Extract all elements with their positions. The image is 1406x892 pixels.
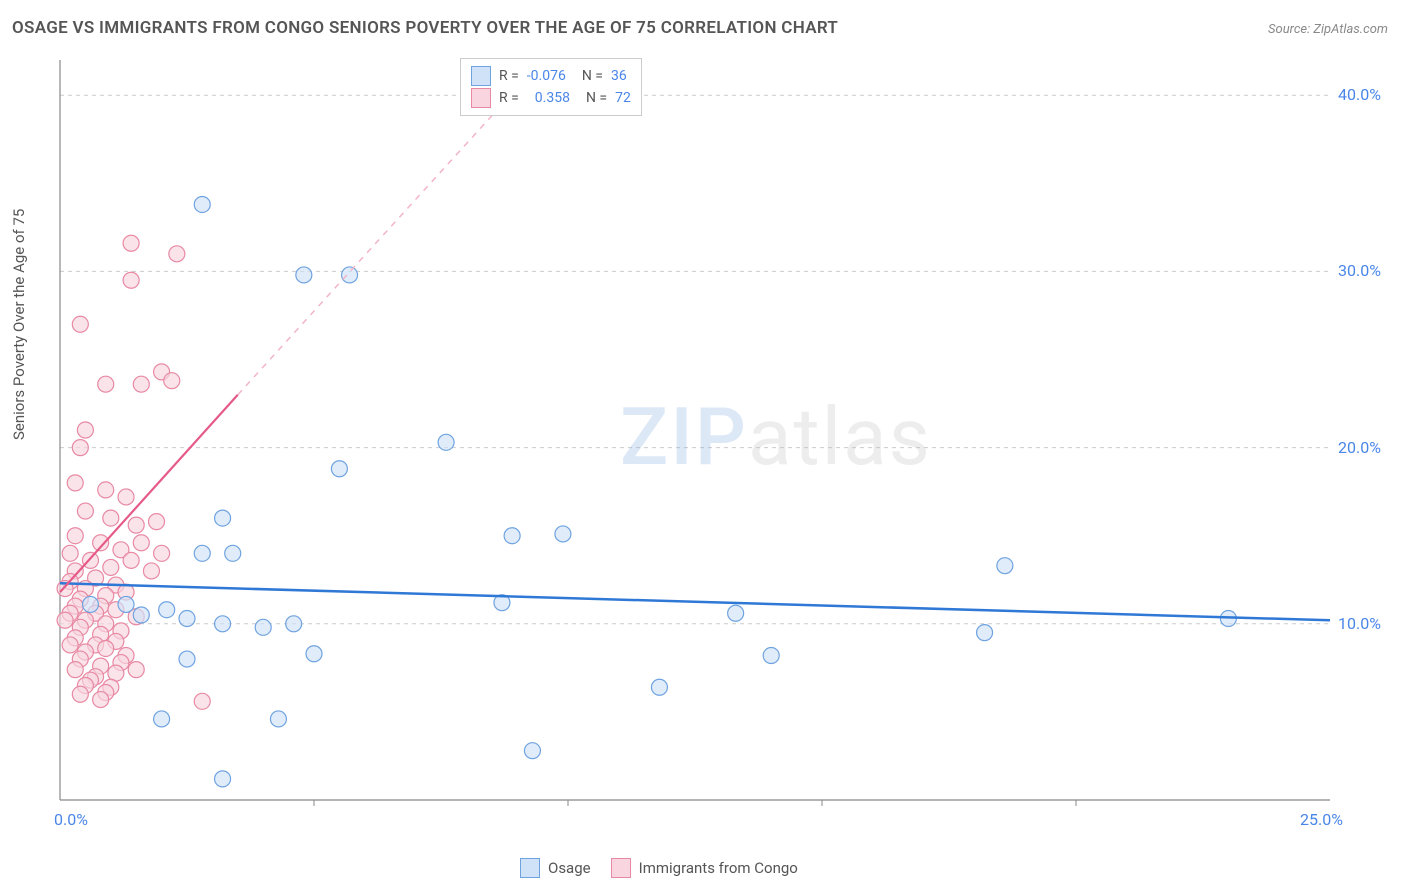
osage-swatch bbox=[471, 66, 491, 86]
x-tick-label: 25.0% bbox=[1300, 810, 1343, 829]
y-tick-label: 30.0% bbox=[1338, 261, 1381, 280]
chart-title: OSAGE VS IMMIGRANTS FROM CONGO SENIORS P… bbox=[12, 18, 838, 38]
osage-n-value: 36 bbox=[611, 65, 627, 87]
osage-r-value: -0.076 bbox=[527, 65, 566, 87]
y-tick-label: 10.0% bbox=[1338, 614, 1381, 633]
legend-label-osage: Osage bbox=[548, 859, 591, 877]
y-tick-label: 40.0% bbox=[1338, 85, 1381, 104]
source-attribution: Source: ZipAtlas.com bbox=[1268, 22, 1388, 37]
osage-swatch-icon bbox=[520, 858, 540, 878]
x-tick-label: 0.0% bbox=[54, 810, 88, 829]
legend-item-osage: Osage bbox=[520, 858, 591, 878]
scatter-plot-svg bbox=[50, 55, 1390, 835]
congo-n-value: 72 bbox=[615, 87, 631, 109]
correlation-legend-row-congo: R = 0.358 N = 72 bbox=[471, 87, 631, 109]
y-tick-label: 20.0% bbox=[1338, 438, 1381, 457]
congo-swatch bbox=[471, 88, 491, 108]
correlation-legend: R = -0.076 N = 36 R = 0.358 N = 72 bbox=[460, 58, 642, 116]
correlation-chart: OSAGE VS IMMIGRANTS FROM CONGO SENIORS P… bbox=[0, 0, 1406, 892]
congo-r-value: 0.358 bbox=[535, 87, 570, 109]
y-axis-label: Seniors Poverty Over the Age of 75 bbox=[10, 209, 28, 440]
legend-item-congo: Immigrants from Congo bbox=[611, 858, 798, 878]
n-label: N = bbox=[582, 65, 603, 87]
series-legend: Osage Immigrants from Congo bbox=[520, 858, 798, 878]
r-label: R = bbox=[499, 65, 519, 87]
r-label: R = bbox=[499, 87, 519, 109]
n-label: N = bbox=[586, 87, 607, 109]
correlation-legend-row-osage: R = -0.076 N = 36 bbox=[471, 65, 631, 87]
congo-swatch-icon bbox=[611, 858, 631, 878]
legend-label-congo: Immigrants from Congo bbox=[639, 859, 798, 877]
